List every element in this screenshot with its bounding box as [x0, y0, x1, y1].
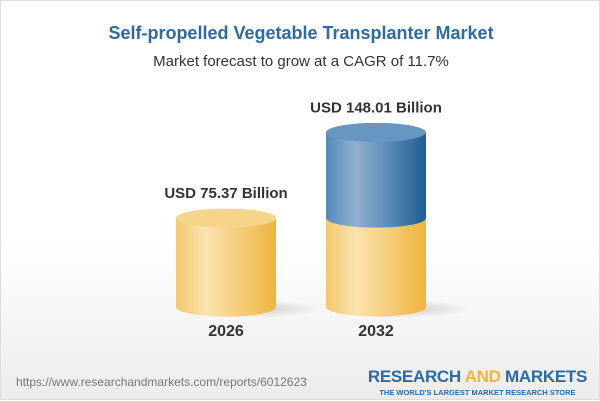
cylinder-2026-body [176, 218, 276, 317]
x-tick-label: 2026 [208, 323, 244, 340]
logo-text-and: AND [464, 367, 501, 386]
cylinder-2032-growth-top [326, 122, 426, 142]
cylinder-2032-base-body [326, 218, 426, 317]
research-and-markets-logo: RESEARCH AND MARKETS THE WORLD'S LARGEST… [368, 367, 587, 397]
cylinder-2032-growth-body [326, 132, 426, 228]
chart-subtitle: Market forecast to grow at a CAGR of 11.… [153, 53, 449, 70]
source-url[interactable]: https://www.researchandmarkets.com/repor… [16, 375, 307, 389]
data-label: USD 148.01 Billion [310, 99, 442, 116]
logo-text-markets: MARKETS [500, 367, 587, 386]
x-tick-label: 2032 [358, 323, 394, 340]
cylinder-2026-top [176, 208, 276, 228]
data-label: USD 75.37 Billion [164, 185, 287, 202]
chart-title: Self-propelled Vegetable Transplanter Ma… [108, 23, 494, 43]
logo-tagline: THE WORLD'S LARGEST MARKET RESEARCH STOR… [379, 388, 576, 397]
logo-text-research: RESEARCH [367, 367, 465, 386]
